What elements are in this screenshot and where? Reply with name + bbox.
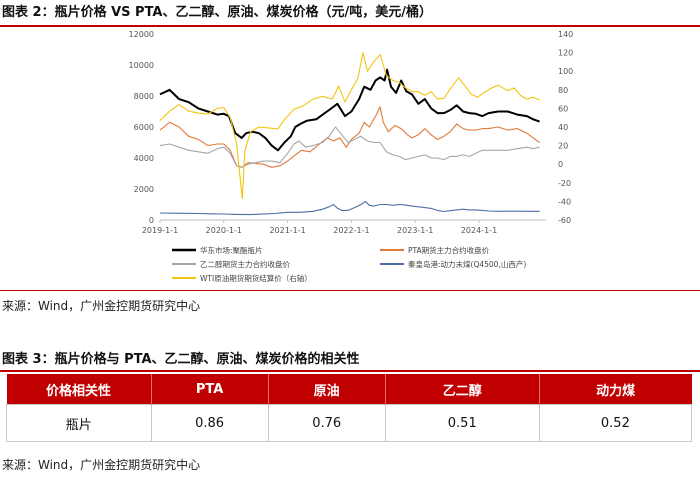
legend-label: 华东市场:聚酯瓶片: [200, 245, 263, 255]
table-row: 瓶片 0.86 0.76 0.51 0.52: [6, 404, 693, 442]
table-3-source: 来源：Wind，广州金控期货研究中心: [2, 458, 201, 472]
header-label: 价格相关性: [6, 374, 152, 405]
y-right-tick-label: -40: [558, 197, 571, 206]
y-right-tick-label: -60: [558, 216, 571, 225]
value-coal: 0.52: [538, 404, 693, 442]
y-left-tick-label: 4000: [134, 154, 154, 163]
y-left-tick-label: 2000: [134, 185, 154, 194]
y-left-tick-label: 8000: [134, 92, 154, 101]
x-tick-label: 2021-1-1: [269, 226, 305, 235]
table-header-row: 价格相关性 PTA 原油 乙二醇 动力煤: [6, 374, 692, 405]
table-title-rule: [0, 370, 700, 372]
axes-layer: 0 2000 4000 6000 8000 10000 12000 -60 -40 -20 0 20 4…: [129, 30, 574, 235]
y-right-tick-label: 20: [558, 142, 568, 151]
value-pta: 0.86: [150, 404, 269, 442]
legend-label: 秦皇岛港:动力末煤(Q4500,山西产): [408, 259, 526, 269]
figure-3-title: 图表 3：瓶片价格与 PTA、乙二醇、原油、煤炭价格的相关性: [2, 352, 360, 367]
y-left-tick-label: 6000: [134, 123, 154, 132]
y-right-tick-label: 100: [558, 67, 573, 76]
legend-label: PTA期货主力合约收盘价: [408, 245, 490, 255]
x-tick-label: 2023-1-1: [397, 226, 433, 235]
series-layer: [159, 52, 540, 216]
x-tick-label: 2020-1-1: [206, 226, 242, 235]
x-tick-label: 2022-1-1: [333, 226, 369, 235]
legend-label: 乙二醇期货主力合约收盘价: [200, 259, 290, 269]
series-line-3: [159, 200, 540, 216]
figure-2-title: 图表 2：瓶片价格 VS PTA、乙二醇、原油、煤炭价格（元/吨，美元/桶）: [2, 5, 432, 20]
series-line-2: [159, 126, 540, 168]
y-left-tick-label: 10000: [129, 61, 154, 70]
header-meg: 乙二醇: [385, 374, 540, 405]
y-right-tick-label: 60: [558, 104, 568, 113]
y-right-tick-label: 120: [558, 49, 573, 58]
correlation-table: 价格相关性 PTA 原油 乙二醇 动力煤 瓶片 0.86 0.76 0.51 0…: [6, 374, 693, 442]
header-crude: 原油: [268, 374, 386, 405]
y-right-tick-label: 140: [558, 30, 573, 39]
chart-container: 0 2000 4000 6000 8000 10000 12000 -60 -40 -20 0 20 4…: [0, 28, 700, 290]
series-line-0: [159, 68, 540, 152]
series-line-4: [159, 52, 540, 200]
line-chart: 0 2000 4000 6000 8000 10000 12000 -60 -40 -20 0 20 4…: [129, 30, 574, 283]
header-coal: 动力煤: [539, 374, 692, 405]
legend-label: WTI原油期货期货结算价（右轴）: [200, 273, 312, 283]
value-crude: 0.76: [267, 404, 386, 442]
y-right-tick-label: 80: [558, 86, 568, 95]
row-label: 瓶片: [6, 404, 152, 442]
title-rule: [0, 25, 700, 27]
header-pta: PTA: [151, 374, 269, 405]
x-tick-label: 2019-1-1: [142, 226, 178, 235]
y-left-tick-label: 0: [149, 216, 154, 225]
y-right-tick-label: -20: [558, 179, 571, 188]
y-right-tick-label: 0: [558, 160, 563, 169]
y-left-tick-label: 12000: [129, 30, 154, 39]
chart-bottom-rule: [0, 290, 700, 291]
figure-2-source: 来源：Wind，广州金控期货研究中心: [2, 299, 201, 313]
x-tick-label: 2024-1-1: [461, 226, 497, 235]
y-right-tick-label: 40: [558, 123, 568, 132]
value-meg: 0.51: [384, 404, 540, 442]
